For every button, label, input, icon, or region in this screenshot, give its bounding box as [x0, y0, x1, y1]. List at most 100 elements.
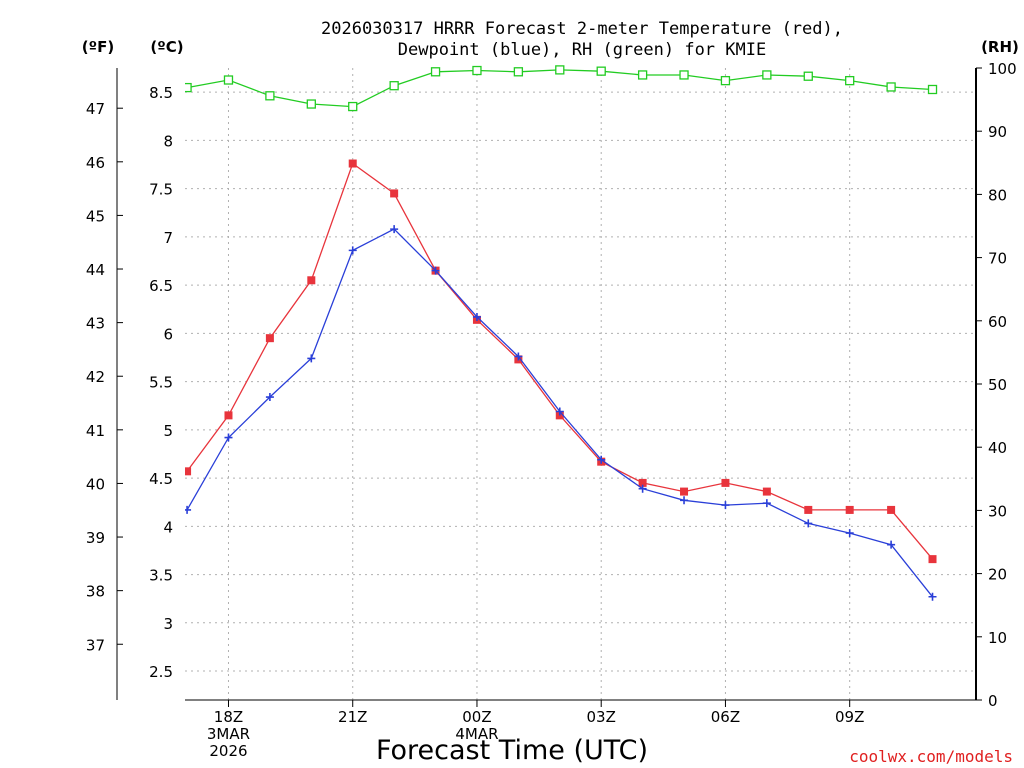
rh-point: [472, 65, 482, 76]
axes: [116, 67, 982, 707]
x-tick-label: 21Z: [338, 708, 367, 726]
dewpoint-point: [307, 354, 316, 363]
rh-tick-label: 90: [988, 123, 1007, 141]
chart-title-line-2: Dewpoint (blue), RH (green) for KMIE: [398, 40, 766, 60]
rh-point: [348, 101, 358, 112]
dewpoint-point: [185, 505, 192, 514]
rh-point: [927, 84, 938, 95]
dewpoint-point: [680, 496, 689, 505]
celsius-tick-label: 8.5: [149, 84, 173, 102]
rh-point: [845, 75, 855, 86]
dewpoint-point: [597, 455, 606, 464]
dewpoint-point: [762, 499, 771, 508]
x-tick-label: 09Z: [835, 708, 864, 726]
x-tick-label: 4MAR: [455, 725, 498, 743]
temperature-point: [348, 159, 357, 168]
rh-point: [720, 75, 731, 86]
celsius-tick-label: 8: [163, 132, 173, 150]
fahrenheit-tick-label: 43: [86, 315, 105, 333]
rh-point: [596, 66, 606, 76]
temperature-point: [928, 555, 937, 564]
temperature-point: [265, 334, 274, 343]
rh-tick-label: 80: [988, 186, 1007, 204]
fahrenheit-tick-label: 44: [86, 261, 105, 279]
rh-point: [555, 65, 565, 75]
celsius-tick-label: 2.5: [149, 663, 173, 681]
dewpoint-point: [348, 246, 357, 255]
fahrenheit-tick-label: 38: [86, 583, 105, 601]
temperature-point: [845, 505, 854, 514]
data-series: [185, 65, 938, 601]
celsius-tick-label: 4.5: [149, 470, 173, 488]
rh-tick-label: 20: [988, 566, 1007, 584]
rh-line: [186, 69, 933, 108]
rh-tick-label: 60: [988, 313, 1007, 331]
rh-point: [637, 70, 648, 80]
watermark: coolwx.com/models: [849, 747, 1013, 766]
temperature-point: [887, 505, 896, 514]
x-axis-label: Forecast Time (UTC): [376, 735, 648, 766]
temperature-point: [680, 487, 689, 496]
dewpoint-point: [555, 407, 564, 416]
rh-tick-label: 70: [988, 250, 1007, 268]
x-tick-label: 03Z: [587, 708, 616, 726]
rh-point: [185, 82, 192, 93]
rh-point: [803, 71, 813, 81]
x-tick-label: 06Z: [711, 708, 740, 726]
dewpoint-point: [472, 312, 481, 321]
x-tick-label: 2026: [209, 742, 247, 760]
dewpoint-point: [265, 393, 274, 402]
fahrenheit-tick-label: 39: [86, 529, 105, 547]
temperature-point: [185, 467, 192, 476]
dewpoint-point: [431, 266, 440, 275]
dewpoint-point: [928, 592, 937, 601]
rh-tick-label: 100: [988, 60, 1017, 78]
fahrenheit-tick-label: 47: [86, 100, 105, 118]
temperature-point: [307, 276, 316, 285]
fahrenheit-tick-label: 46: [86, 154, 105, 172]
rh-point: [265, 91, 275, 101]
temperature-line: [186, 162, 933, 560]
temperature-point: [804, 505, 813, 514]
temperature-point: [638, 478, 647, 487]
rh-point: [762, 70, 772, 80]
rh-tick-label: 0: [988, 692, 998, 710]
celsius-unit-label: (ºC): [150, 38, 183, 56]
celsius-tick-label: 3: [163, 615, 173, 633]
rh-point: [389, 81, 399, 91]
rh-point: [306, 99, 316, 109]
dewpoint-point: [804, 519, 813, 528]
rh-point: [430, 67, 441, 77]
x-tick-label: 18Z: [214, 708, 243, 726]
rh-point: [886, 82, 896, 92]
celsius-tick-label: 7: [163, 229, 173, 247]
rh-point: [679, 70, 689, 80]
dewpoint-point: [887, 540, 896, 549]
x-tick-label: 00Z: [462, 708, 491, 726]
temperature-point: [721, 478, 730, 487]
fahrenheit-unit-label: (ºF): [82, 38, 114, 56]
dewpoint-point: [514, 352, 523, 361]
dewpoint-point: [224, 433, 233, 442]
rh-tick-label: 10: [988, 629, 1007, 647]
rh-tick-label: 40: [988, 439, 1007, 457]
x-tick-label: 3MAR: [207, 725, 250, 743]
temperature-point: [762, 487, 771, 496]
dewpoint-point: [845, 529, 854, 538]
fahrenheit-tick-label: 41: [86, 422, 105, 440]
rh-unit-label: (RH): [981, 38, 1019, 56]
dewpoint-point: [638, 484, 647, 493]
rh-point: [513, 67, 524, 77]
fahrenheit-tick-label: 42: [86, 368, 105, 386]
rh-tick-label: 50: [988, 376, 1007, 394]
fahrenheit-tick-label: 37: [86, 636, 105, 654]
fahrenheit-tick-label: 45: [86, 207, 105, 225]
rh-point: [223, 75, 234, 85]
celsius-tick-label: 3.5: [149, 567, 173, 585]
celsius-tick-label: 6: [163, 325, 173, 343]
temperature-point: [390, 189, 399, 198]
celsius-tick-label: 5.5: [149, 374, 173, 392]
grid-lines: [185, 68, 976, 700]
